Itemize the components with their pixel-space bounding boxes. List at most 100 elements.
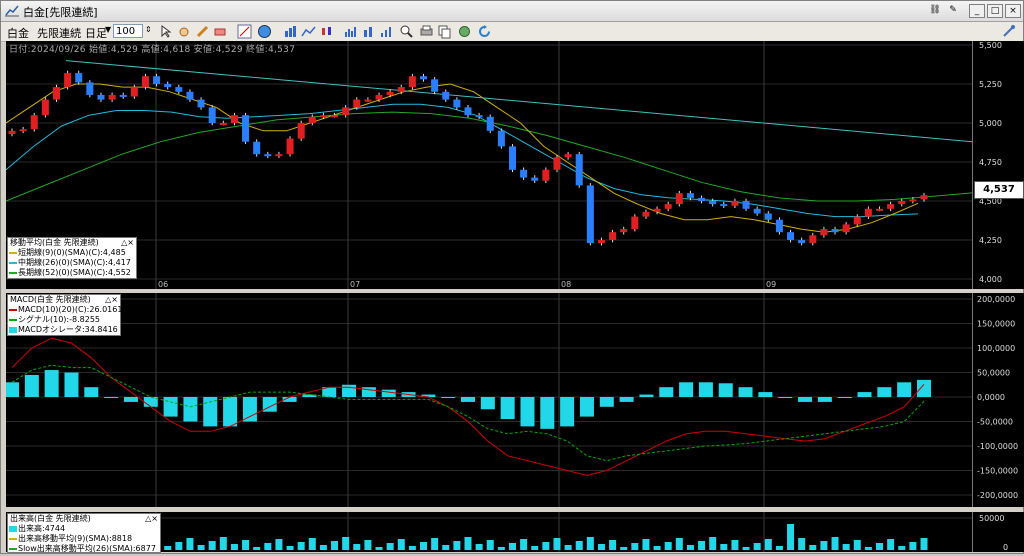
price-panel[interactable]: 06 07 08 09: [5, 41, 973, 289]
candlestick-chart[interactable]: 06 07 08 09: [5, 41, 973, 289]
volume-icon[interactable]: [379, 24, 394, 39]
volume-bar: [386, 543, 394, 550]
bar-count-input[interactable]: 100: [113, 24, 143, 38]
macd-chart[interactable]: [5, 293, 972, 507]
price-tick-label: 5,000: [979, 119, 1002, 128]
copy-icon[interactable]: [437, 24, 452, 39]
cursor-icon[interactable]: [159, 24, 174, 39]
macd-oscillator-bar: [718, 383, 733, 397]
candle-body: [798, 240, 806, 244]
candle-body: [864, 208, 872, 217]
macd-legend[interactable]: MACD(白金 先限連続) △× MACD(10)(20)(C):26.0161 …: [7, 294, 122, 336]
candle-body: [175, 87, 183, 92]
macd-oscillator-bar: [84, 387, 99, 397]
macd-oscillator-bar: [342, 384, 357, 397]
window-title: 白金[先限連続]: [23, 6, 98, 19]
toolbar: 白金 先限連続 日足 ▼ 100 ⇕: [1, 22, 1023, 42]
volume-bar: [486, 540, 494, 550]
tools-icon[interactable]: [1001, 24, 1016, 39]
volume-bar: [787, 524, 795, 550]
macd-panel[interactable]: [5, 293, 972, 507]
link-icon[interactable]: ⛓: [929, 5, 941, 15]
contract-selector[interactable]: 先限連続: [37, 27, 81, 40]
macd-oscillator-bar: [738, 387, 753, 397]
candle-body: [386, 91, 394, 95]
settings-icon[interactable]: [457, 24, 472, 39]
candle-body: [787, 232, 795, 240]
month-tick-label: 07: [350, 280, 360, 289]
bar-chart-icon[interactable]: [283, 24, 298, 39]
ohlc-info: 日付:2024/09/26 始値:4,529 高値:4,618 安値:4,529…: [9, 45, 296, 55]
candle-body: [753, 208, 761, 214]
globe-icon[interactable]: [257, 24, 272, 39]
candle-body: [19, 129, 27, 132]
volume-bar: [275, 539, 283, 550]
volume-legend[interactable]: 出来高(白金 先限連続) △× 出来高:4744 出来高移動平均(9)(SMA):…: [7, 513, 161, 553]
ma-legend[interactable]: 移動平均(白金 先限連続) △× 短期線(9)(0)(SMA)(C):4,485 …: [7, 237, 137, 279]
signal-line-swatch: [9, 319, 17, 321]
candle-body: [597, 240, 605, 244]
macd-oscillator-bar: [480, 397, 495, 410]
volume-bar: [264, 543, 272, 550]
line-chart-icon[interactable]: [301, 24, 316, 39]
candle-chart-icon[interactable]: [319, 24, 334, 39]
close-button[interactable]: ×: [1005, 4, 1021, 18]
macd-tick-label: 150,0000: [977, 320, 1015, 329]
volume-bar: [675, 538, 683, 550]
legend-collapse-icon[interactable]: △×: [105, 295, 118, 304]
compare-icon[interactable]: [361, 24, 376, 39]
volume-bar: [586, 537, 594, 550]
trendline-icon[interactable]: [237, 24, 252, 39]
macd-oscillator-bar: [520, 397, 535, 427]
eraser-icon[interactable]: [213, 24, 228, 39]
indicator-icon[interactable]: [343, 24, 358, 39]
refresh-icon[interactable]: [477, 24, 492, 39]
pencil-icon[interactable]: [195, 24, 210, 39]
volume-bar: [709, 537, 717, 550]
candle-body: [653, 208, 661, 212]
hand-icon[interactable]: [177, 24, 192, 39]
maximize-button[interactable]: □: [987, 4, 1003, 18]
candle-body: [197, 99, 205, 108]
volume-bar: [242, 540, 250, 550]
macd-oscillator-bar: [223, 397, 238, 427]
ma-short-line: [5, 83, 919, 233]
volume-bar: [842, 544, 850, 550]
symbol-selector[interactable]: 白金: [7, 27, 29, 40]
volume-bar: [442, 545, 450, 550]
volume-bar: [553, 538, 561, 550]
candle-body: [564, 154, 572, 158]
minimize-button[interactable]: _: [969, 4, 985, 18]
candle-body: [898, 201, 906, 205]
volume-bar: [742, 547, 750, 550]
macd-legend-title: MACD(白金 先限連続) △×: [10, 295, 118, 304]
print-icon[interactable]: [419, 24, 434, 39]
volume-bar: [475, 544, 483, 550]
volume-bar: [798, 538, 806, 550]
period-dropdown-icon[interactable]: ▼: [105, 25, 112, 34]
macd-oscillator-bar: [619, 397, 634, 402]
signal-line: [11, 364, 925, 462]
candle-body: [709, 201, 717, 205]
pin-icon[interactable]: ✎: [949, 5, 957, 15]
price-tick-label: 5,250: [979, 80, 1002, 89]
candle-body: [286, 138, 294, 155]
candle-body: [119, 94, 127, 97]
volume-axis: 50000 0: [972, 512, 1024, 552]
zoom-in-icon[interactable]: [399, 24, 414, 39]
volume-bar: [909, 542, 917, 550]
macd-oscillator-bar: [322, 387, 337, 397]
volume-tick-label: 0: [1003, 543, 1008, 552]
period-selector[interactable]: 日足: [85, 27, 107, 40]
volume-bar: [720, 544, 728, 550]
legend-collapse-icon[interactable]: △×: [121, 238, 134, 247]
macd-axis: 200,0000 150,0000 100,0000 50,0000 0,0000 -50…: [972, 293, 1024, 507]
volume-bar: [664, 542, 672, 550]
slow-volume-ma-item: Slow出来高移動平均(26)(SMA):6877: [8, 544, 160, 552]
chart-app-icon: [5, 5, 19, 17]
bar-count-spinner[interactable]: ⇕: [145, 25, 152, 34]
candle-body: [909, 199, 917, 202]
ma-mid-item: 中期線(26)(0)(SMA)(C):4,417: [8, 258, 136, 268]
legend-collapse-icon[interactable]: △×: [145, 514, 158, 523]
candle-body: [364, 99, 372, 102]
